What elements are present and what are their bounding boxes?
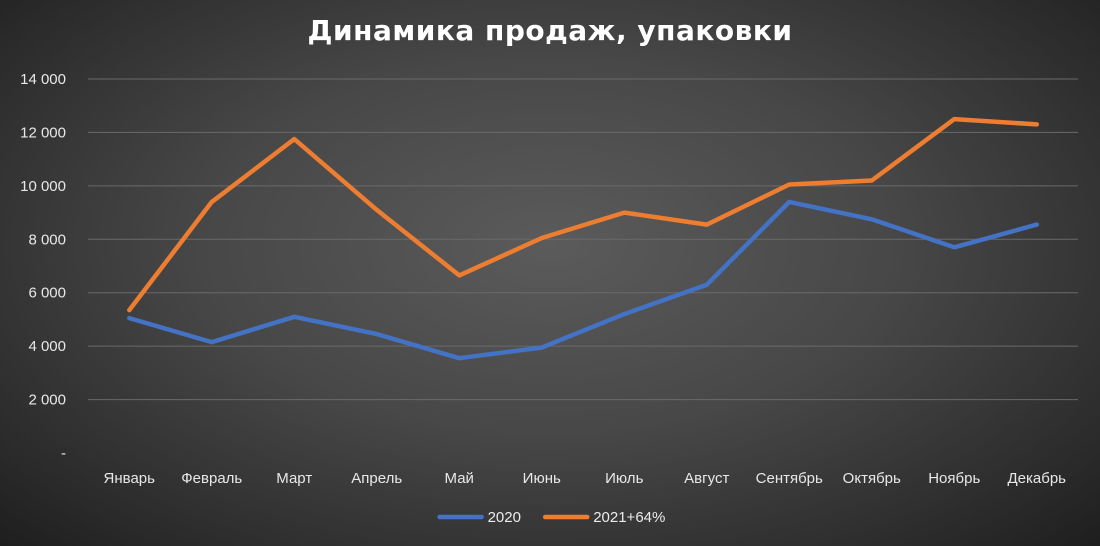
x-axis-ticks: Январь Февраль Март Апрель Май Июнь Июль Август… [104,470,1067,487]
legend: 2020 2021+64% [437,509,665,526]
gridlines [88,78,1078,401]
y-tick-label: 14 000 [20,71,66,88]
legend-label: 2020 [488,509,521,526]
series-lines [127,116,1040,361]
y-axis-ticks: - 2 000 4 000 6 000 8 000 10 000 12 000 14 000 [20,71,66,462]
y-tick-label: 12 000 [20,124,66,141]
y-tick-label: 2 000 [28,392,66,409]
x-tick-label: Май [445,470,474,487]
x-tick-label: Март [276,470,312,487]
series-line [127,116,1040,313]
x-tick-label: Сентябрь [756,470,823,487]
series-line [127,199,1040,361]
chart-title: Динамика продаж, упаковки [307,14,793,47]
y-tick-label: 6 000 [28,285,66,302]
x-tick-label: Октябрь [843,470,901,487]
y-tick-label: - [61,445,66,462]
y-tick-label: 4 000 [28,338,66,355]
y-tick-label: 10 000 [20,178,66,195]
x-tick-label: Февраль [181,470,242,487]
x-tick-label: Июнь [523,470,561,487]
legend-label: 2021+64% [593,509,665,526]
x-tick-label: Август [684,470,729,487]
x-tick-label: Ноябрь [928,470,980,487]
y-tick-label: 8 000 [28,231,66,248]
x-tick-label: Январь [104,470,156,487]
x-tick-label: Апрель [351,470,402,487]
x-tick-label: Июль [605,470,643,487]
x-tick-label: Декабрь [1008,470,1067,487]
